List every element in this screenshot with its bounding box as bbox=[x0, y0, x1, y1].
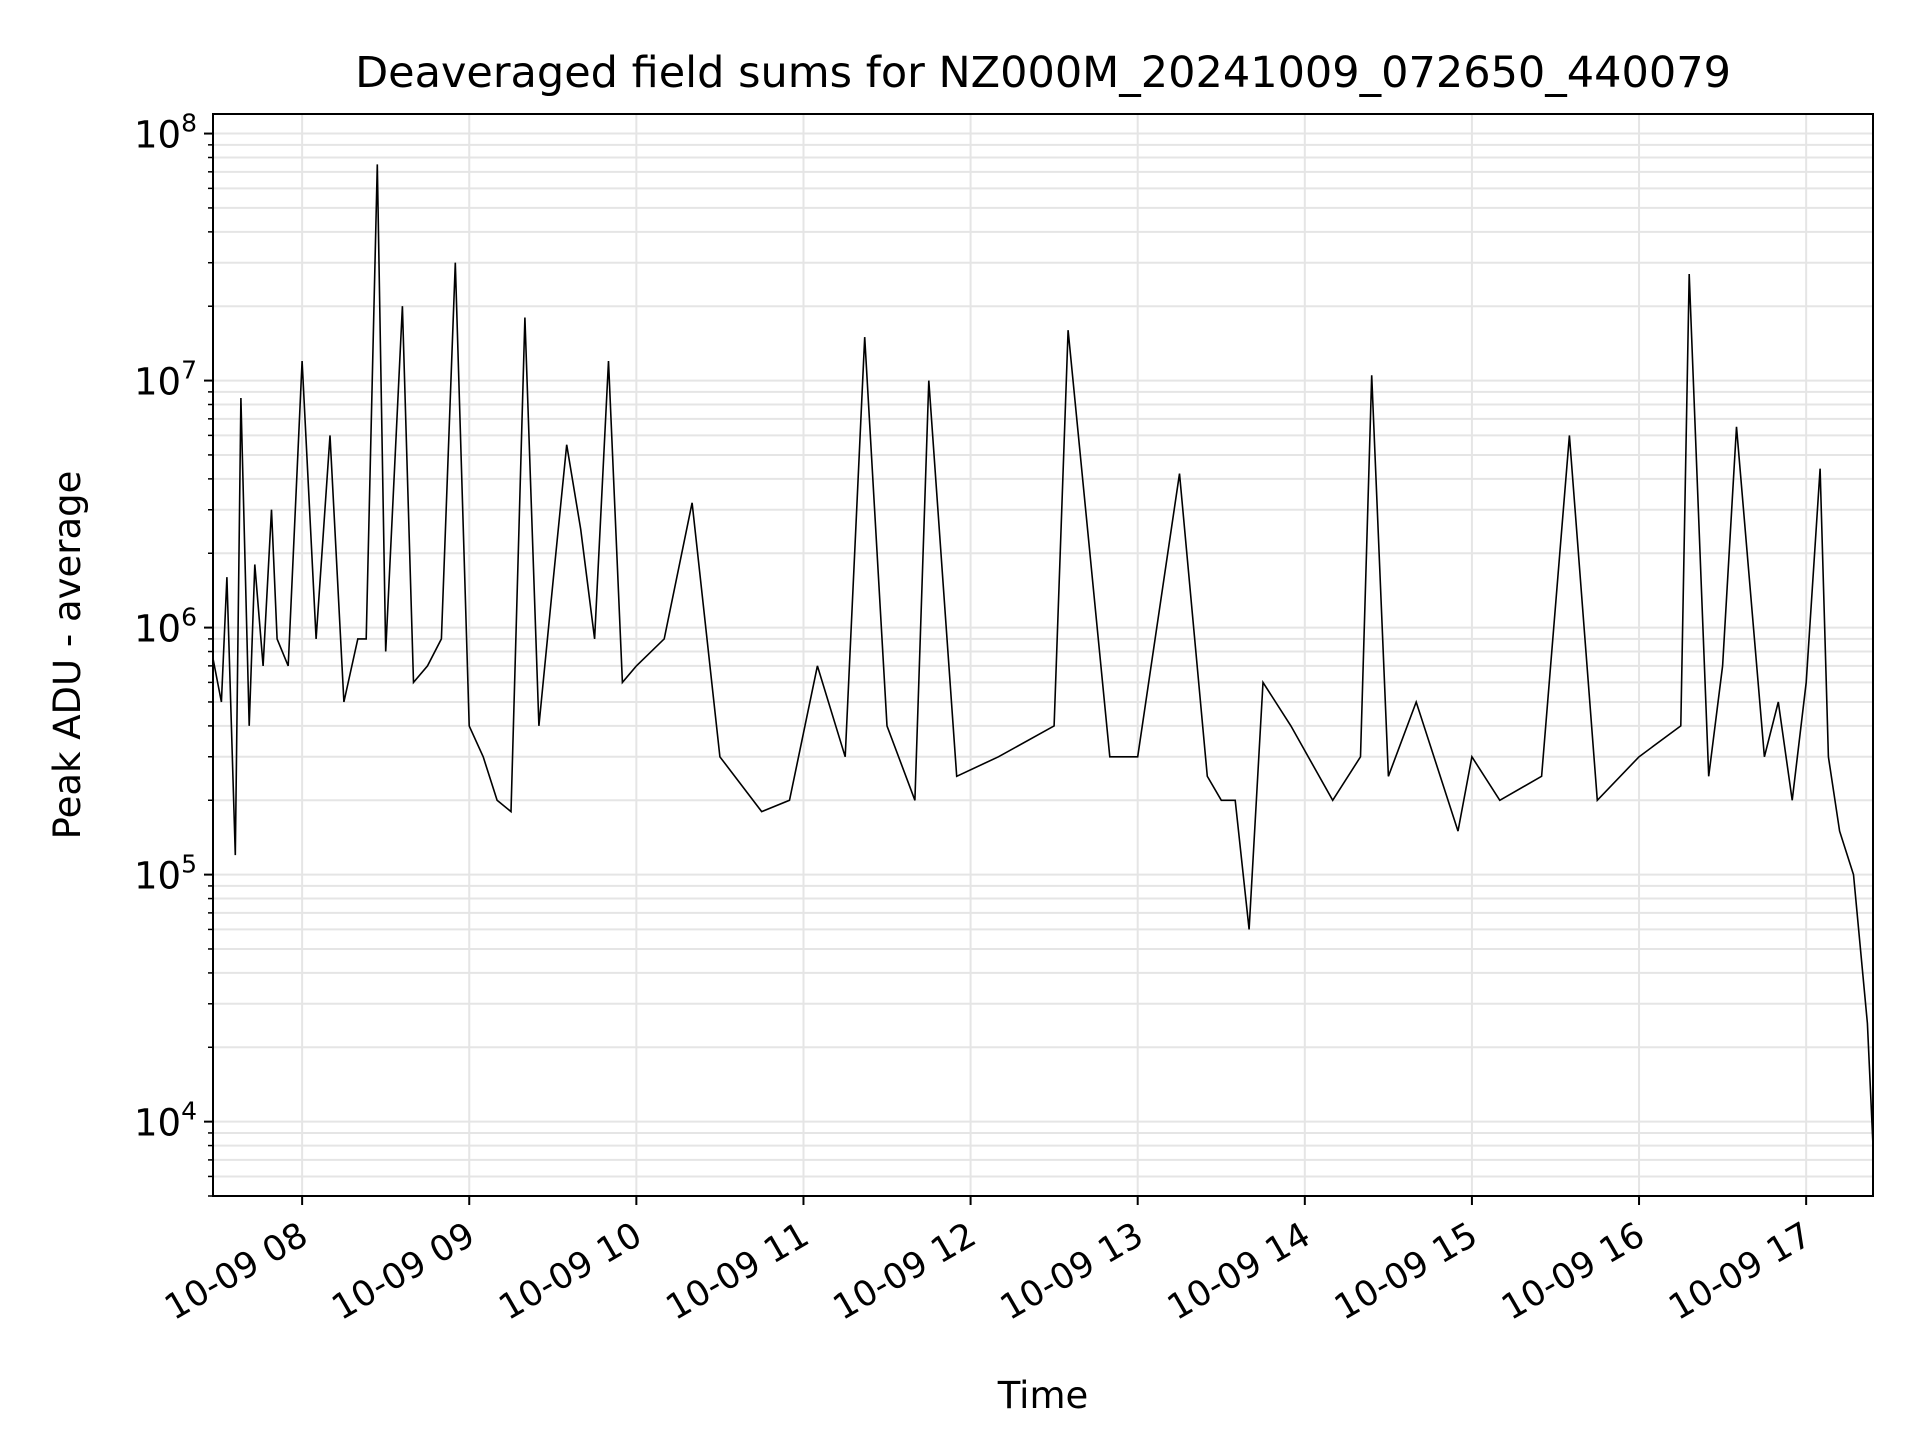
series-line bbox=[212, 164, 1874, 1146]
y-tick-label: 108 bbox=[134, 109, 197, 157]
plot-frame bbox=[212, 113, 1874, 1197]
y-axis: 104 105 106 107 108 bbox=[134, 109, 213, 1197]
x-axis-label: Time bbox=[997, 1374, 1089, 1417]
chart-title: Deaveraged field sums for NZ000M_2024100… bbox=[355, 48, 1731, 98]
series-layer bbox=[212, 164, 1874, 1146]
grid bbox=[213, 114, 1873, 1197]
y-axis-label: Peak ADU - average bbox=[46, 471, 89, 840]
y-tick-label: 106 bbox=[134, 603, 197, 651]
y-tick-label: 105 bbox=[134, 850, 197, 898]
y-tick-label: 104 bbox=[134, 1097, 197, 1145]
y-tick-label: 107 bbox=[134, 356, 197, 404]
